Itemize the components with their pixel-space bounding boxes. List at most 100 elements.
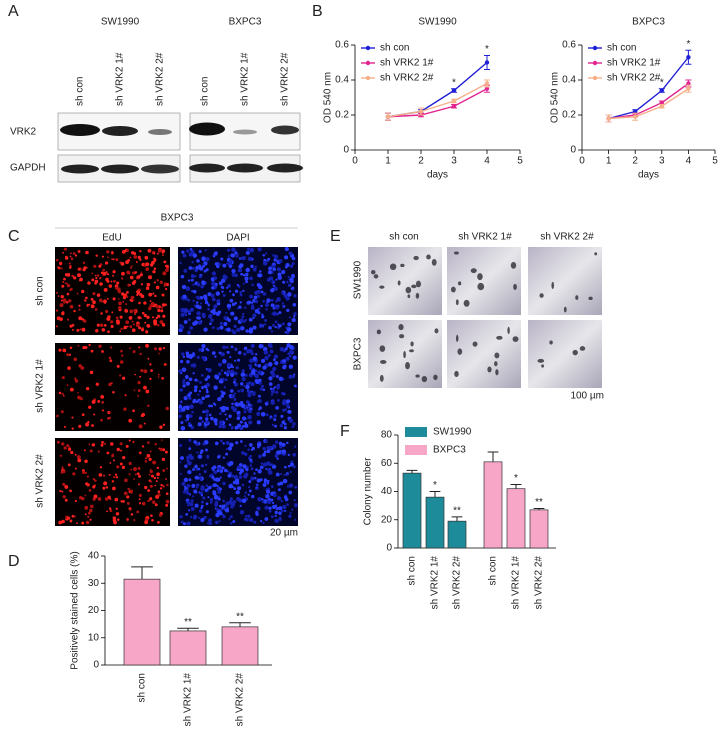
cell-dot xyxy=(188,438,192,442)
cell-dot xyxy=(229,460,234,466)
cell-dot xyxy=(263,462,268,467)
cell-dot xyxy=(287,292,292,297)
cell-dot xyxy=(205,347,209,351)
cell-dot xyxy=(165,467,168,470)
cell-dot xyxy=(286,280,289,284)
cell-dot xyxy=(192,372,195,375)
cell-dot xyxy=(73,276,77,280)
cell-dot xyxy=(151,518,154,522)
image-background xyxy=(528,247,602,315)
bar xyxy=(169,630,207,666)
cell-dot xyxy=(160,309,164,313)
cell-dot xyxy=(152,316,155,319)
cell-dot xyxy=(155,285,160,290)
data-point xyxy=(686,55,691,60)
cell-dot xyxy=(293,294,297,298)
cell-dot xyxy=(192,468,195,471)
cell-dot xyxy=(77,344,80,347)
cell-dot xyxy=(115,316,119,320)
series-line xyxy=(608,88,689,120)
cell-dot xyxy=(117,518,120,521)
cell-dot xyxy=(207,304,210,307)
legend-label: sh VRK2 1# xyxy=(380,58,434,69)
cell-dot xyxy=(126,519,129,522)
cell-dot xyxy=(209,322,212,326)
cell-dot xyxy=(162,469,166,472)
cell-dot xyxy=(209,498,214,502)
cell-dot xyxy=(257,497,262,502)
cell-dot xyxy=(109,462,112,464)
cell-dot xyxy=(236,416,241,420)
cell-dot xyxy=(230,345,234,349)
cell-dot xyxy=(225,441,230,445)
cell-dot xyxy=(87,281,91,285)
cell-dot xyxy=(180,312,185,317)
cell-dot xyxy=(275,300,278,303)
colony xyxy=(373,274,379,279)
cell-dot xyxy=(244,421,247,425)
cell-dot xyxy=(254,476,257,480)
cell-dot xyxy=(225,311,228,314)
cell-dot xyxy=(61,442,65,446)
cell-dot xyxy=(245,400,250,404)
cell-dot xyxy=(214,262,219,266)
cell-dot xyxy=(76,292,79,295)
cell-dot xyxy=(284,331,287,334)
cell-dot xyxy=(272,504,277,510)
cell-dot xyxy=(277,496,282,501)
colony xyxy=(431,258,437,266)
cell-dot xyxy=(218,379,223,384)
cell-dot xyxy=(199,477,203,481)
cell-dot xyxy=(257,247,262,252)
blot-band xyxy=(271,125,299,135)
cell-dot xyxy=(101,328,106,332)
cell-dot xyxy=(182,380,186,385)
cell-dot xyxy=(94,308,98,311)
cell-dot xyxy=(250,467,254,471)
cell-dot xyxy=(69,346,73,350)
cell-dot xyxy=(263,350,269,355)
cell-dot xyxy=(157,314,161,318)
cell-dot xyxy=(290,287,293,290)
cell-dot xyxy=(204,300,208,303)
cell-dot xyxy=(223,275,228,280)
cell-dot xyxy=(230,369,235,375)
cell-dot xyxy=(74,453,77,456)
blot-band xyxy=(189,163,225,173)
colony xyxy=(457,348,463,355)
cell-dot xyxy=(281,322,285,326)
cell-dot xyxy=(243,495,246,498)
panel-label: C xyxy=(8,228,20,245)
cell-dot xyxy=(189,391,193,395)
cell-dot xyxy=(125,444,129,448)
cell-dot xyxy=(239,420,243,424)
cell-dot xyxy=(165,268,169,272)
cell-dot xyxy=(191,278,194,282)
cell-dot xyxy=(274,510,278,515)
cell-dot xyxy=(188,414,193,418)
cell-dot xyxy=(275,312,279,316)
cell-dot xyxy=(119,330,122,333)
cell-dot xyxy=(203,327,208,332)
cell-dot xyxy=(202,496,206,500)
cell-dot xyxy=(264,505,269,510)
cell-dot xyxy=(222,345,226,350)
colony xyxy=(398,324,404,331)
colony xyxy=(539,293,544,298)
cell-dot xyxy=(66,283,71,288)
cell-dot xyxy=(269,387,273,391)
cell-dot xyxy=(291,262,295,266)
x-tick-label: sh VRK2 1# xyxy=(183,673,194,727)
cell-dot xyxy=(130,295,135,300)
cell-dot xyxy=(257,273,262,278)
cell-dot xyxy=(281,442,286,447)
cell-dot xyxy=(225,406,229,411)
cell-dot xyxy=(140,294,145,298)
cell-dot xyxy=(67,463,71,467)
cell-dot xyxy=(187,421,191,425)
cell-dot xyxy=(211,286,215,290)
cell-dot xyxy=(180,421,184,425)
cell-dot xyxy=(265,493,270,499)
cell-dot xyxy=(196,282,200,287)
cell-dot xyxy=(147,306,152,311)
